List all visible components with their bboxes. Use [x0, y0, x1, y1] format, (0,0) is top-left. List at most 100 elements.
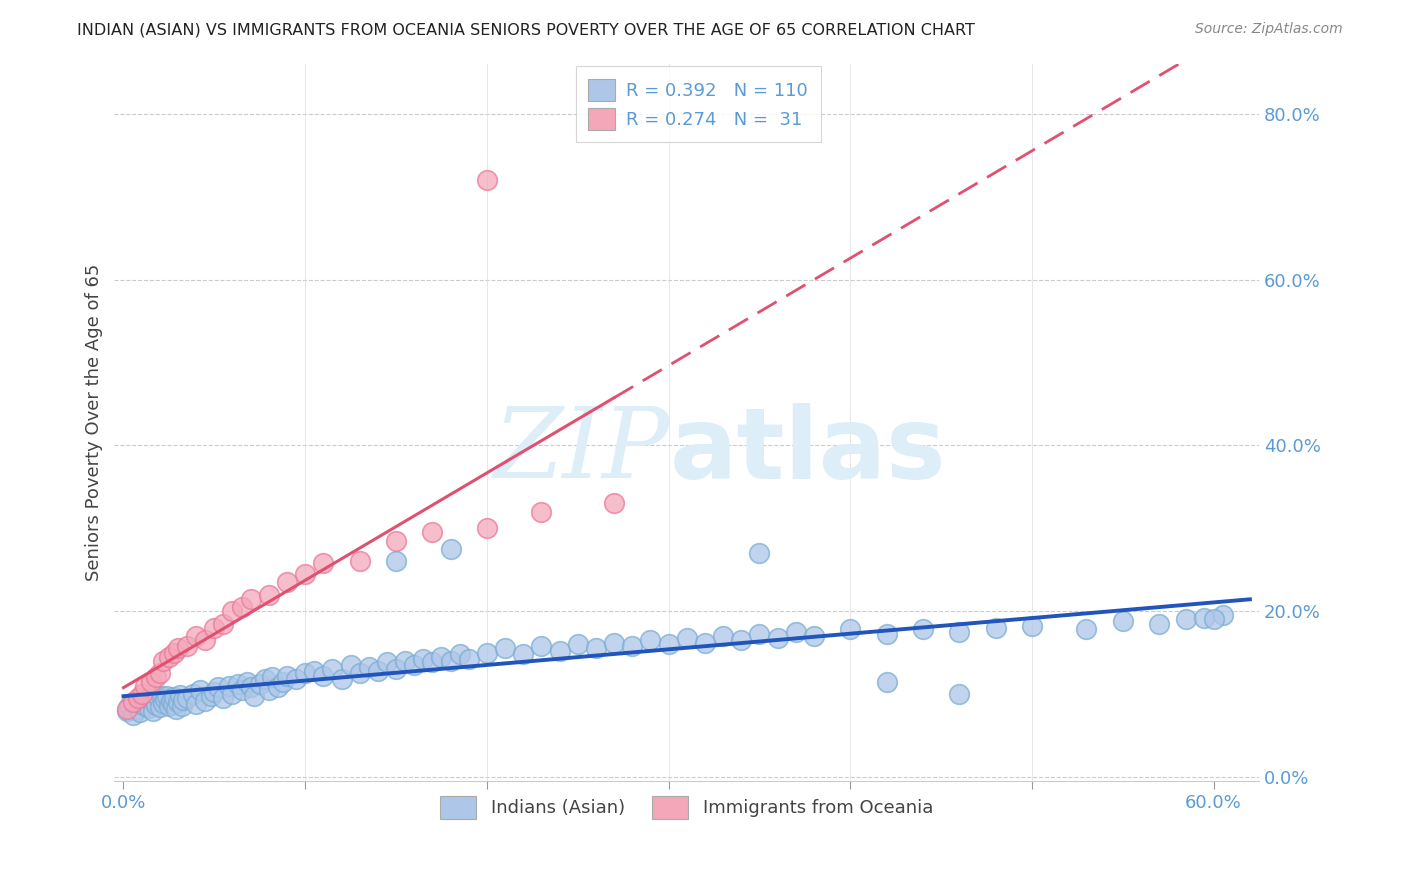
Point	[457, 652, 479, 666]
Point	[143, 692, 166, 706]
Point	[152, 696, 174, 710]
Point	[657, 637, 679, 651]
Point	[243, 689, 266, 703]
Point	[150, 690, 173, 704]
Point	[385, 554, 408, 568]
Point	[385, 533, 408, 548]
Point	[202, 685, 225, 699]
Point	[139, 674, 162, 689]
Point	[221, 604, 243, 618]
Point	[420, 656, 443, 670]
Legend: Indians (Asian), Immigrants from Oceania: Indians (Asian), Immigrants from Oceania	[433, 789, 941, 826]
Point	[330, 672, 353, 686]
Text: Source: ZipAtlas.com: Source: ZipAtlas.com	[1195, 22, 1343, 37]
Point	[449, 647, 471, 661]
Point	[385, 662, 408, 676]
Point	[357, 660, 380, 674]
Point	[176, 691, 198, 706]
Point	[530, 639, 553, 653]
Point	[149, 700, 172, 714]
Point	[249, 677, 271, 691]
Point	[730, 633, 752, 648]
Point	[146, 690, 169, 705]
Point	[200, 689, 222, 703]
Point	[876, 674, 898, 689]
Point	[254, 672, 277, 686]
Point	[132, 693, 155, 707]
Text: INDIAN (ASIAN) VS IMMIGRANTS FROM OCEANIA SENIORS POVERTY OVER THE AGE OF 65 COR: INDIAN (ASIAN) VS IMMIGRANTS FROM OCEANI…	[77, 22, 976, 37]
Point	[948, 687, 970, 701]
Point	[167, 641, 190, 656]
Point	[304, 664, 326, 678]
Point	[127, 691, 149, 706]
Point	[136, 691, 159, 706]
Y-axis label: Seniors Poverty Over the Age of 65: Seniors Poverty Over the Age of 65	[86, 264, 103, 582]
Point	[163, 646, 186, 660]
Point	[142, 705, 165, 719]
Point	[186, 697, 208, 711]
Point	[145, 670, 167, 684]
Point	[475, 646, 498, 660]
Point	[236, 674, 259, 689]
Point	[134, 679, 156, 693]
Point	[139, 694, 162, 708]
Point	[312, 556, 335, 570]
Point	[948, 624, 970, 639]
Point	[202, 621, 225, 635]
Point	[172, 692, 194, 706]
Point	[585, 641, 607, 656]
Point	[131, 687, 153, 701]
Point	[188, 682, 211, 697]
Point	[169, 688, 191, 702]
Point	[239, 681, 262, 695]
Point	[115, 702, 138, 716]
Point	[803, 629, 825, 643]
Point	[231, 599, 253, 614]
Point	[1202, 612, 1225, 626]
Point	[312, 669, 335, 683]
Point	[226, 677, 249, 691]
Point	[603, 635, 626, 649]
Point	[207, 681, 229, 695]
Point	[367, 664, 389, 678]
Point	[267, 681, 290, 695]
Point	[375, 656, 398, 670]
Point	[711, 629, 734, 643]
Point	[181, 687, 204, 701]
Point	[512, 647, 534, 661]
Point	[475, 521, 498, 535]
Point	[276, 575, 298, 590]
Point	[231, 682, 253, 697]
Point	[748, 546, 770, 560]
Point	[339, 657, 361, 672]
Point	[321, 662, 343, 676]
Point	[194, 633, 217, 648]
Point	[984, 621, 1007, 635]
Point	[152, 654, 174, 668]
Point	[693, 635, 716, 649]
Text: atlas: atlas	[669, 402, 946, 500]
Point	[1112, 614, 1135, 628]
Point	[285, 672, 308, 686]
Point	[294, 566, 316, 581]
Point	[785, 624, 807, 639]
Point	[167, 695, 190, 709]
Point	[138, 701, 160, 715]
Point	[165, 702, 187, 716]
Point	[766, 631, 789, 645]
Point	[420, 525, 443, 540]
Point	[404, 657, 426, 672]
Point	[239, 591, 262, 606]
Point	[439, 541, 461, 556]
Point	[176, 639, 198, 653]
Point	[186, 629, 208, 643]
Point	[640, 633, 662, 648]
Point	[157, 649, 180, 664]
Point	[1212, 608, 1234, 623]
Point	[159, 693, 181, 707]
Point	[212, 616, 235, 631]
Point	[149, 666, 172, 681]
Point	[675, 631, 697, 645]
Point	[475, 173, 498, 187]
Point	[1076, 623, 1098, 637]
